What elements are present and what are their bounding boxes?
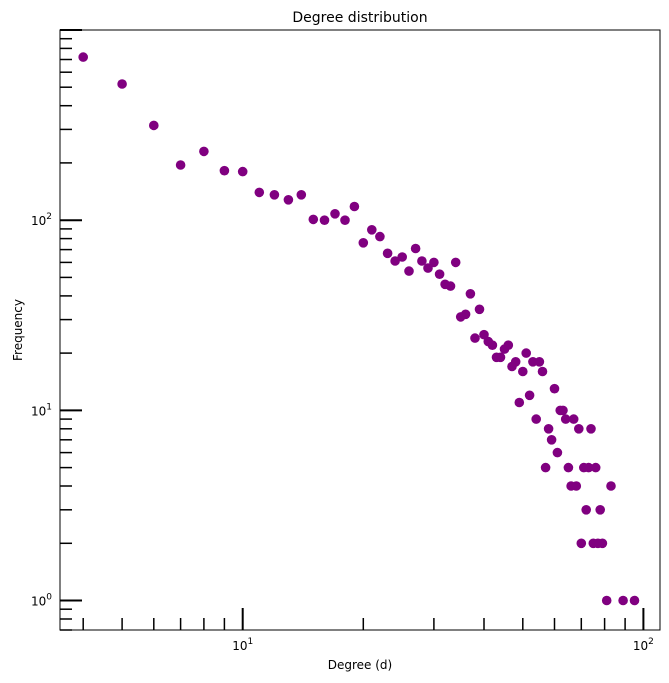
data-point [358,238,369,248]
data-point [586,424,596,434]
data-point [534,357,545,367]
data-point [487,340,498,351]
data-point [460,309,471,320]
data-point [434,269,445,280]
data-point [450,257,461,268]
chart-title: Degree distribution [292,10,427,26]
y-tick-label: 101 [31,402,52,418]
data-point [470,333,480,343]
data-point [563,462,574,473]
data-point [590,462,601,473]
data-point [219,165,230,176]
data-point [175,160,186,170]
data-point [410,243,421,254]
data-point [514,397,525,408]
data-point [597,538,608,549]
data-point [560,414,571,424]
data-point [117,79,127,89]
data-point [417,256,427,266]
data-point [537,366,548,377]
data-point [423,263,433,273]
y-axis-ticks: 100 101 102 [31,29,82,631]
data-point [524,390,535,401]
data-point [269,190,280,200]
data-points [78,52,640,606]
data-point [495,352,506,363]
data-point [503,340,514,351]
x-tick-label: 102 [633,637,654,653]
data-point [367,225,377,235]
data-point [340,215,350,225]
data-point [429,257,439,268]
data-point [349,201,360,212]
data-point [254,187,265,198]
y-tick-label: 102 [31,212,52,228]
data-point [595,505,605,515]
data-point [581,505,591,515]
data-point [518,366,528,377]
data-point [571,481,582,491]
data-point [543,424,554,434]
data-point [445,281,456,291]
data-point [474,304,485,315]
x-tick-label: 101 [232,637,253,653]
x-axis-ticks: 101 102 [82,608,654,653]
data-point [465,289,476,299]
data-point [397,252,408,262]
data-point [574,424,584,434]
data-point [375,231,385,242]
y-tick-label: 100 [31,593,52,609]
data-point [237,166,248,177]
data-point [629,595,640,606]
data-point [308,214,319,225]
data-point [330,209,340,219]
data-point [558,405,568,416]
plot-frame [59,29,661,631]
data-point [390,256,400,266]
data-point [149,120,159,131]
data-point [540,462,551,473]
data-point [78,52,88,62]
data-point [601,595,612,606]
data-point [479,329,489,340]
data-point [199,146,209,157]
data-point [319,215,330,225]
data-point [549,383,560,394]
data-point [510,357,521,367]
data-point [606,481,616,491]
data-point [283,195,294,205]
data-point [531,414,541,424]
x-axis-label: Degree (d) [328,658,392,672]
data-point [296,190,307,200]
data-point [576,538,587,549]
data-point [521,348,531,358]
data-point [382,248,393,259]
data-point [546,435,557,445]
data-point [404,266,414,276]
data-point [568,414,579,424]
data-point [583,462,594,473]
data-point [552,447,563,458]
y-axis-label: Frequency [11,299,25,361]
data-point [618,595,628,606]
